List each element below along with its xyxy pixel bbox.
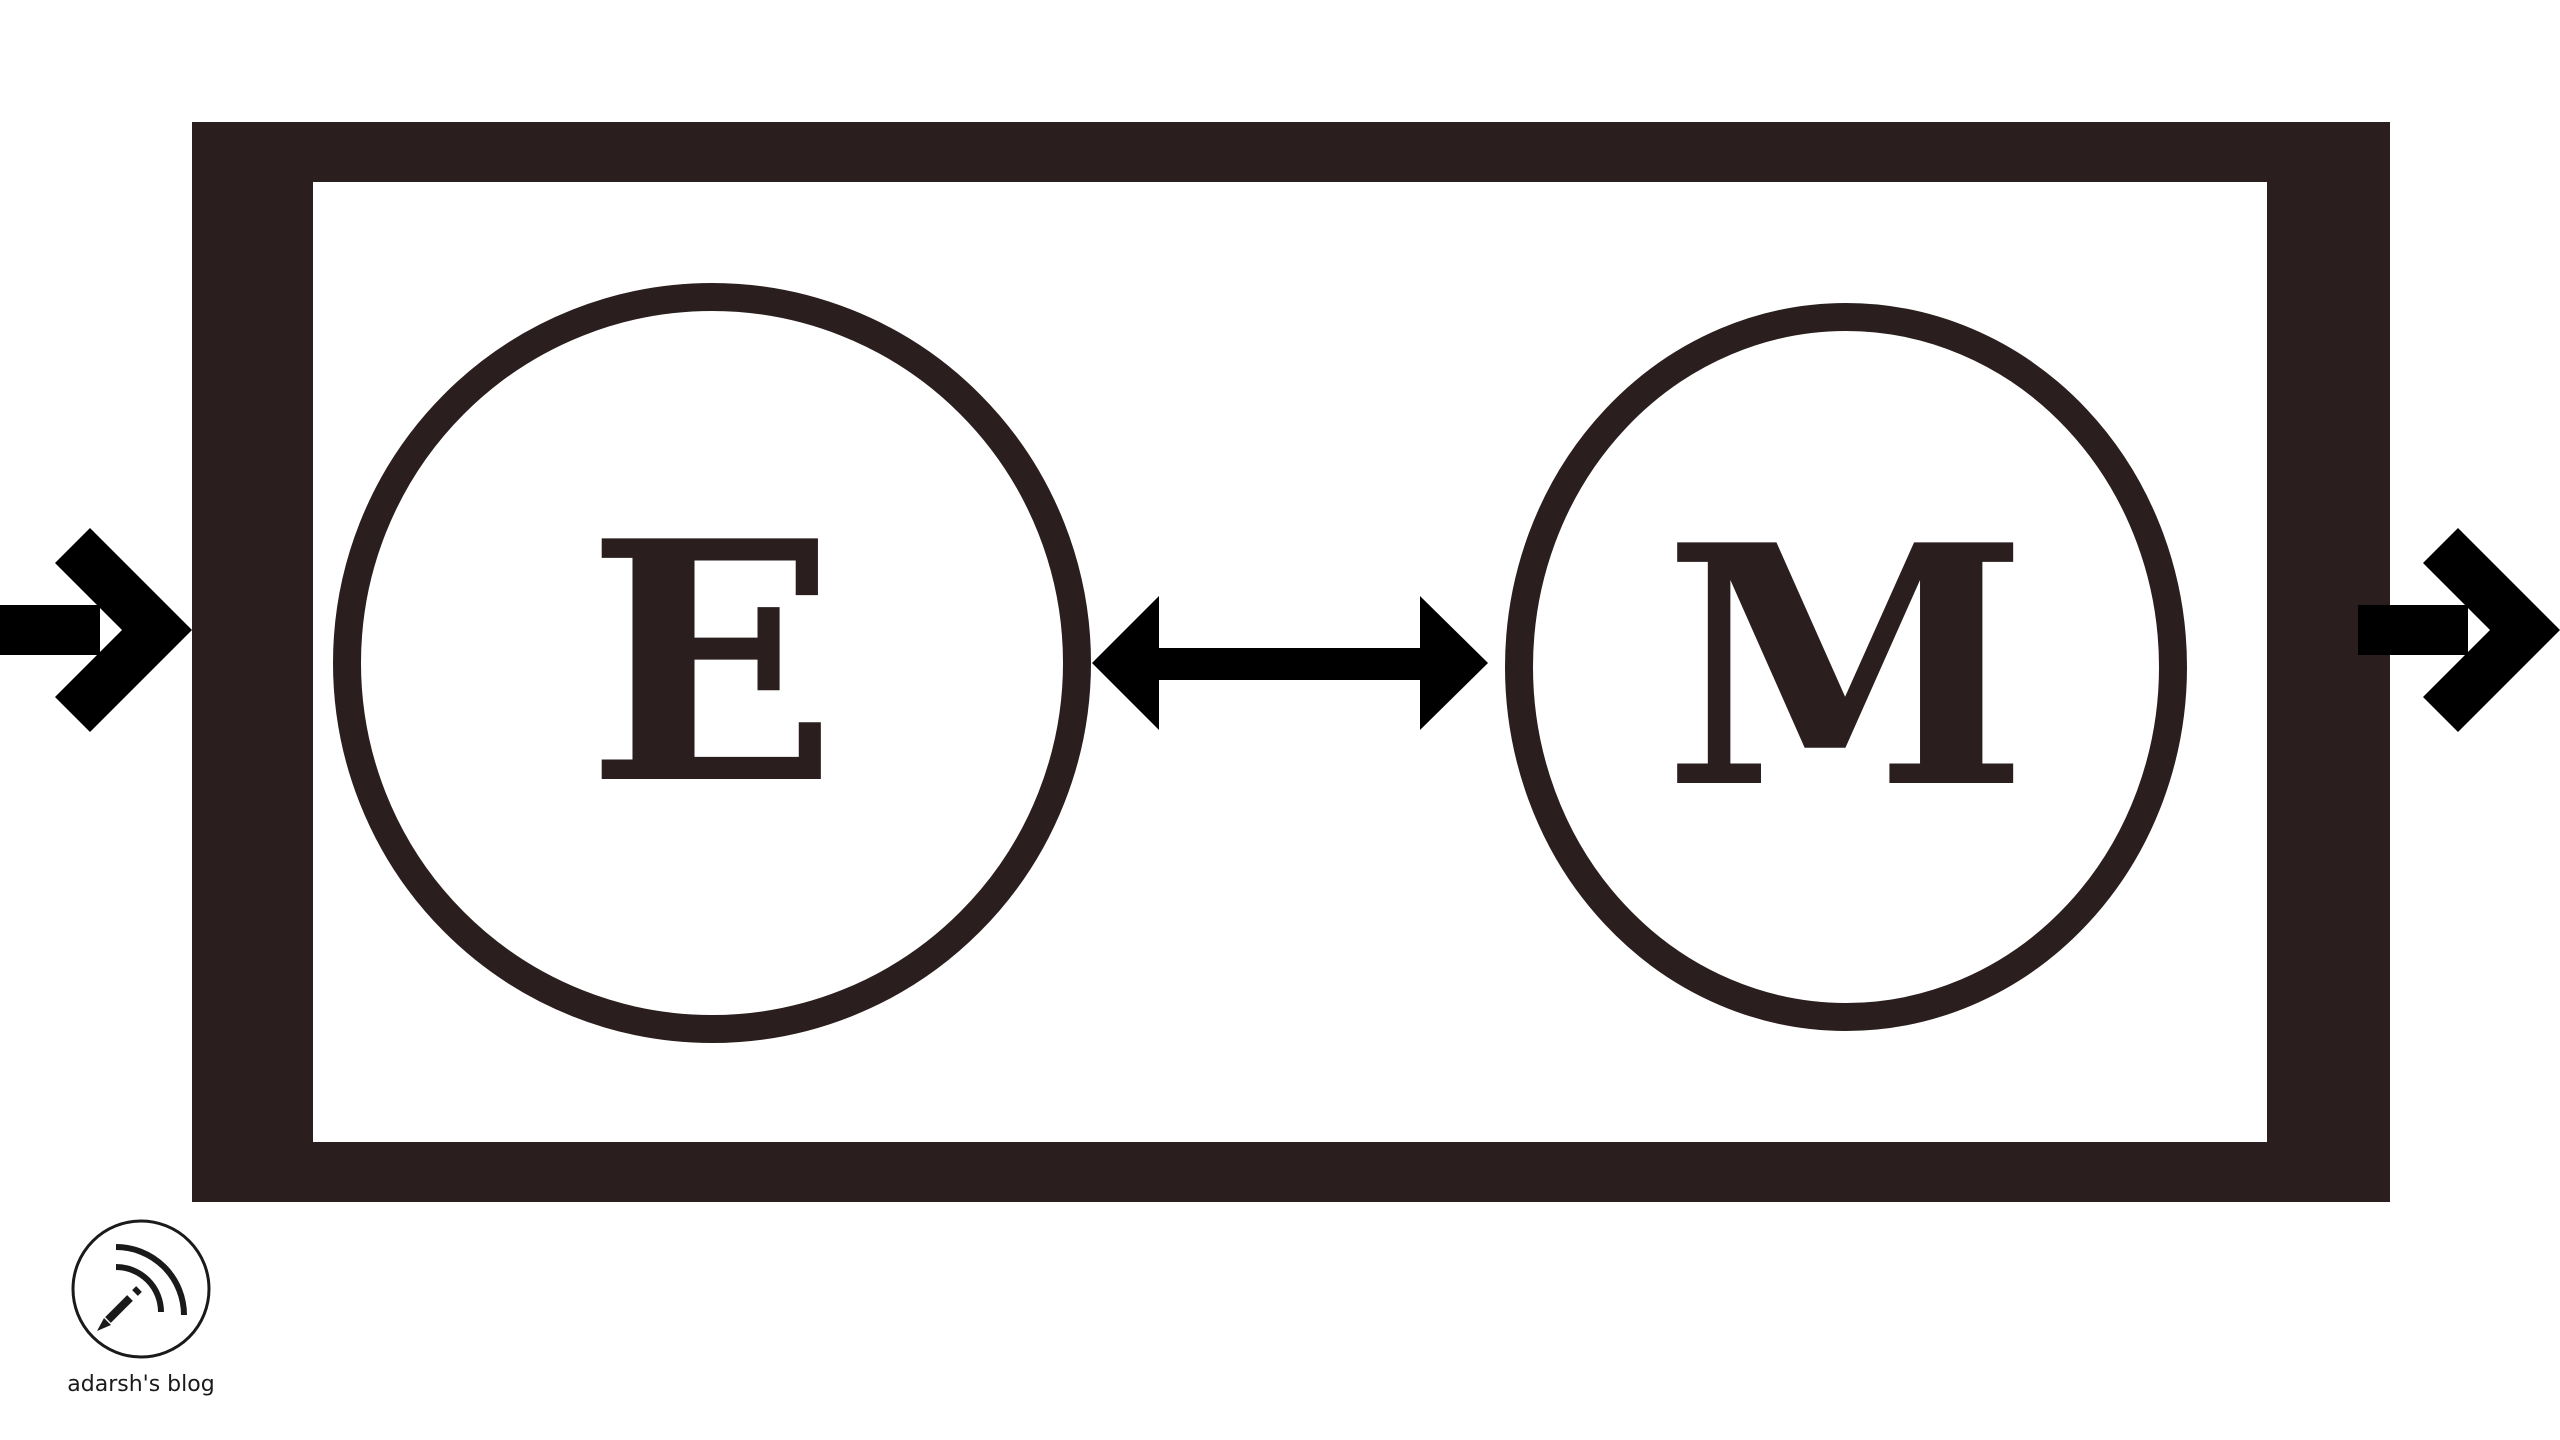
blog-caption: adarsh's blog: [67, 1372, 214, 1397]
node-m-circle: [1505, 303, 2187, 1031]
node-m-label: M: [1663, 473, 2028, 861]
node-e-circle: [333, 283, 1091, 1043]
output-arrow: [2358, 528, 2560, 732]
node-m: M: [1505, 303, 2187, 1031]
bidirectional-arrow: [1092, 596, 1488, 730]
input-arrow: [0, 528, 192, 732]
node-e: E: [333, 283, 1091, 1043]
node-e-label: E: [586, 469, 838, 857]
pen-signal-icon: [97, 1244, 187, 1331]
blog-logo: adarsh's blog: [67, 1219, 215, 1397]
logo-circle: [71, 1219, 211, 1359]
